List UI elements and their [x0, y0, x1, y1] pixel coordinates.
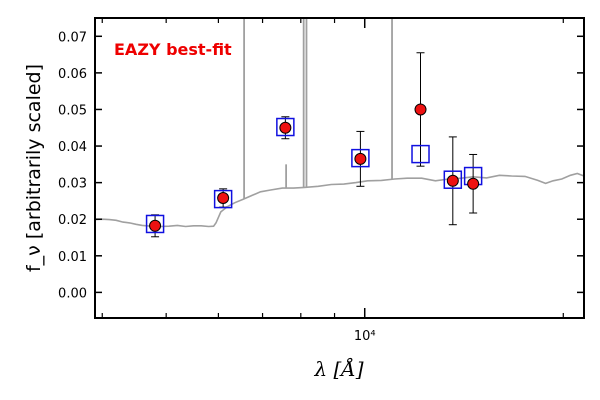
model-box [213, 189, 233, 209]
y-tick-label: 0.03 [58, 177, 87, 192]
y-tick-label: 0.02 [58, 213, 87, 228]
data-point [467, 177, 480, 190]
x-axis-title: λ [Å] [313, 356, 363, 381]
data-point [354, 152, 367, 165]
chart-annotation: EAZY best-fit [114, 40, 232, 59]
y-tick-label: 0.05 [58, 103, 87, 118]
model-box [351, 148, 370, 168]
data-point [149, 219, 162, 232]
y-axis: 0.00 0.01 0.02 0.03 0.04 0.05 0.06 0.07 [58, 30, 584, 301]
data-point [279, 121, 292, 134]
y-tick-label: 0.04 [58, 140, 87, 155]
data-point [217, 192, 230, 204]
error-bars [151, 52, 478, 238]
x-axis: 10⁴ [101, 18, 564, 344]
x-tick-label: 10⁴ [354, 329, 376, 344]
data-point [414, 103, 427, 116]
model-box [443, 170, 463, 189]
plot-frame [94, 17, 585, 319]
model-box [145, 214, 165, 234]
y-tick-label: 0.00 [58, 286, 87, 301]
data-point [446, 174, 459, 187]
model-box [276, 117, 295, 137]
y-axis-title: f_ν [arbitrarily scaled] [23, 64, 45, 272]
y-tick-label: 0.07 [58, 30, 87, 45]
y-tick-label: 0.06 [58, 67, 87, 82]
model-photometry [145, 117, 483, 234]
template-continuum [94, 172, 585, 228]
model-box [411, 144, 430, 164]
observed-photometry [149, 103, 480, 232]
y-tick-label: 0.01 [58, 250, 87, 265]
